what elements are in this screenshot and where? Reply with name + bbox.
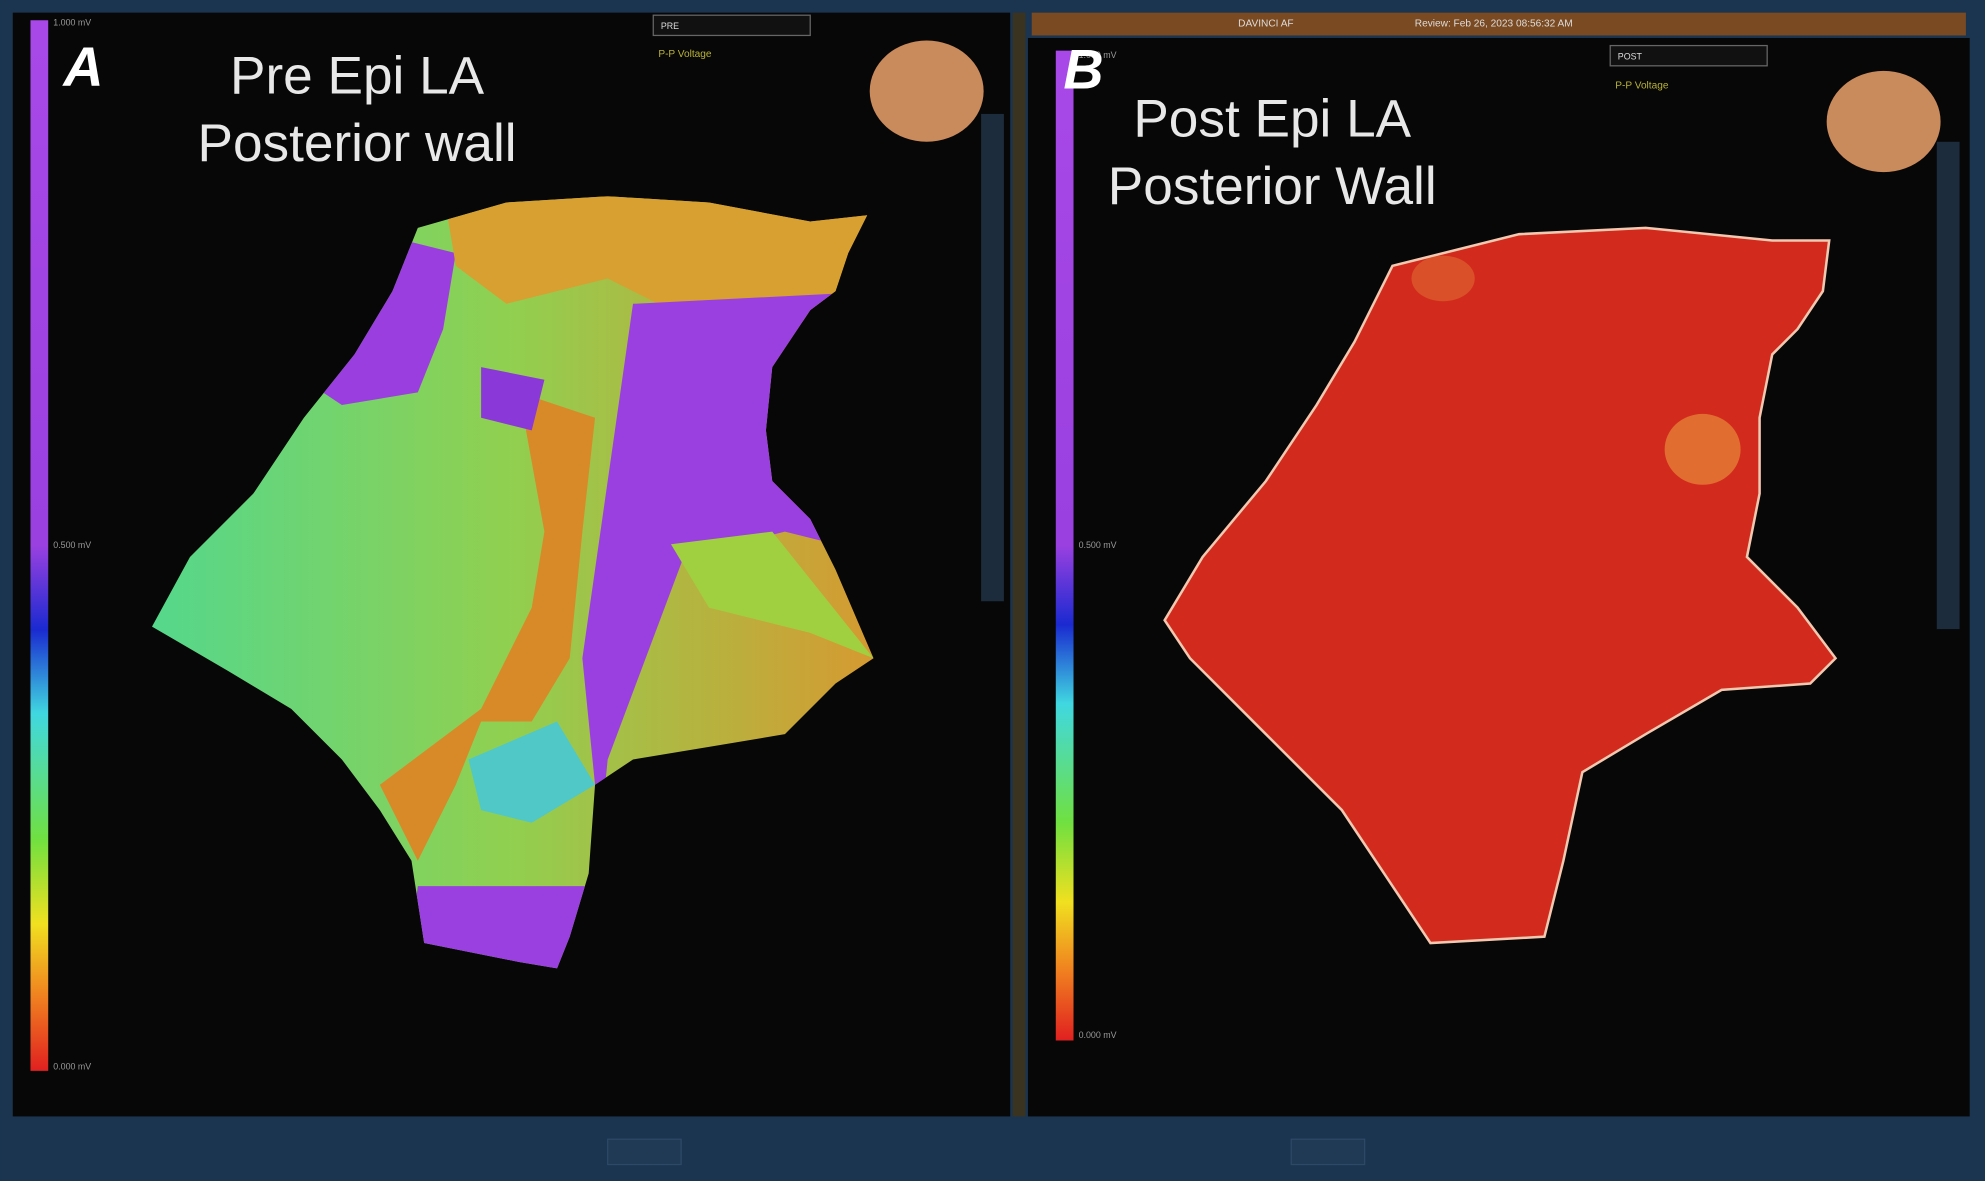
panel-title: Posterior wall (198, 114, 517, 173)
title-bar (1031, 12, 1966, 36)
scale-label: 0.000 mV (53, 1062, 91, 1072)
button[interactable] (1290, 1138, 1366, 1166)
panel-letter: A (61, 36, 103, 98)
review-date: Review: Feb 26, 2023 08:56:32 AM (1415, 19, 1573, 30)
dropdown-value: POST (1618, 51, 1643, 61)
app-name: DAVINCI AF (1238, 19, 1293, 30)
color-scale (1055, 50, 1074, 1041)
panel-title: Post Epi LA (1133, 90, 1411, 149)
toolbar (1936, 141, 1960, 630)
torso-icon (869, 40, 984, 142)
dropdown[interactable] (1609, 44, 1768, 67)
panel-title: Posterior Wall (1108, 157, 1437, 216)
scale-label: 0.500 mV (1079, 540, 1117, 550)
divider (1012, 12, 1026, 1117)
scale-label: 1.000 mV (1079, 50, 1117, 60)
button[interactable] (607, 1138, 682, 1166)
map-spot (1411, 255, 1475, 302)
torso-icon (1826, 70, 1941, 173)
panel-title: Pre Epi LA (230, 47, 485, 106)
panel-letter: B (1063, 39, 1103, 101)
toolbar (981, 113, 1004, 602)
voltage-map (1163, 226, 1838, 945)
map-label: P-P Voltage (1615, 81, 1669, 92)
scale-label: 1.000 mV (53, 17, 91, 27)
scale-label: 0.500 mV (53, 540, 91, 550)
dropdown[interactable] (652, 14, 811, 37)
scale-label: 0.000 mV (1079, 1030, 1117, 1040)
map-spot (1664, 413, 1741, 485)
color-scale (30, 20, 49, 1071)
map-label: P-P Voltage (658, 49, 712, 60)
dropdown-value: PRE (661, 21, 679, 31)
